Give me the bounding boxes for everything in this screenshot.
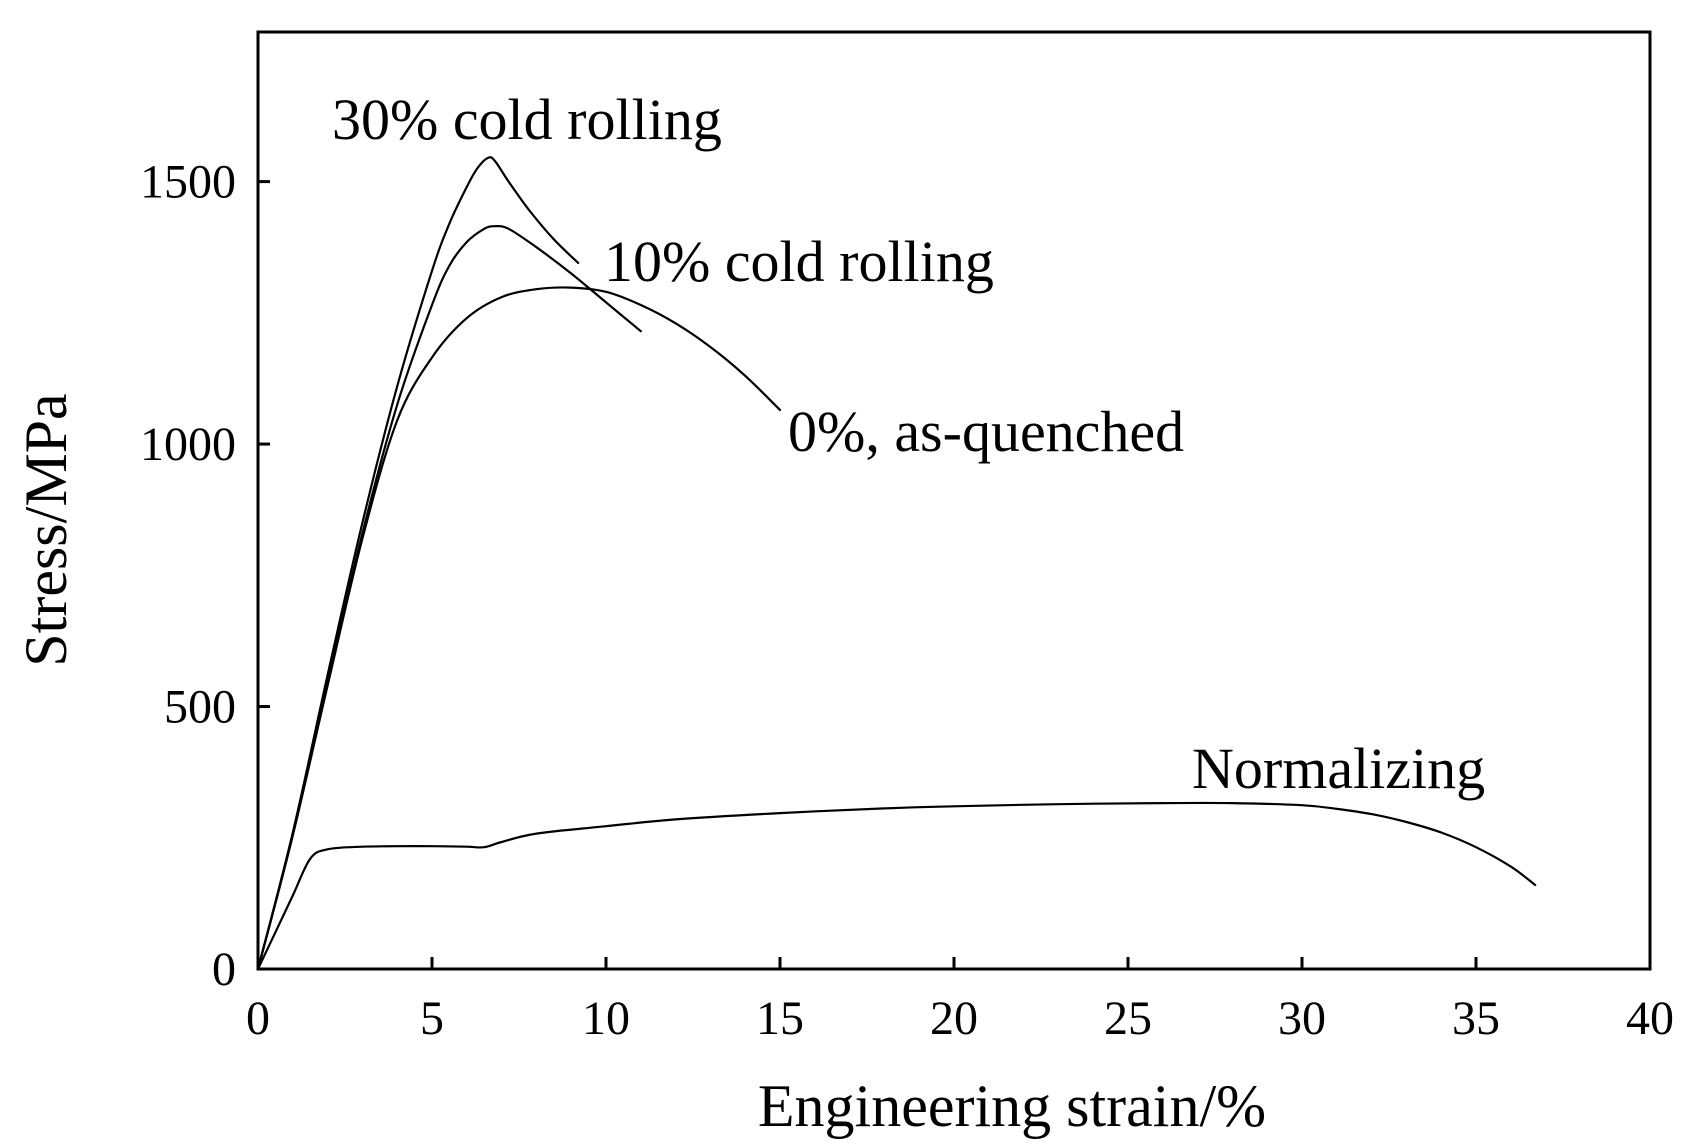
x-tick-label: 20 [930,992,978,1045]
x-axis: 0 5 10 15 20 25 30 35 40 [246,957,1674,1045]
x-tick-label: 35 [1452,992,1500,1045]
x-tick-label: 5 [420,992,444,1045]
y-tick-label: 1000 [140,418,236,471]
series-group [256,156,1537,971]
label-as-quenched: 0%, as-quenched [788,399,1184,464]
series-line-normalizing [256,801,1537,971]
x-axis-title: Engineering strain/% [758,1073,1266,1139]
x-tick-label: 40 [1626,992,1674,1045]
label-normalizing: Normalizing [1192,736,1485,801]
plot-frame [256,30,1652,971]
x-tick-label: 10 [582,992,630,1045]
y-axis: 0 500 1000 1500 [140,156,270,996]
y-tick-label: 0 [212,943,236,996]
x-tick-label: 0 [246,992,270,1045]
x-tick-label: 25 [1104,992,1152,1045]
x-tick-label: 30 [1278,992,1326,1045]
series-line-30-cold-rolling [256,156,580,971]
y-axis-title: Stress/MPa [13,393,79,666]
label-10-cold-rolling: 10% cold rolling [604,229,994,294]
x-tick-label: 15 [756,992,804,1045]
label-30-cold-rolling: 30% cold rolling [332,87,722,152]
series-line-0-as-quenched [256,286,782,971]
series-line-10-cold-rolling [256,224,642,971]
y-tick-label: 500 [164,681,236,734]
y-tick-label: 1500 [140,156,236,209]
